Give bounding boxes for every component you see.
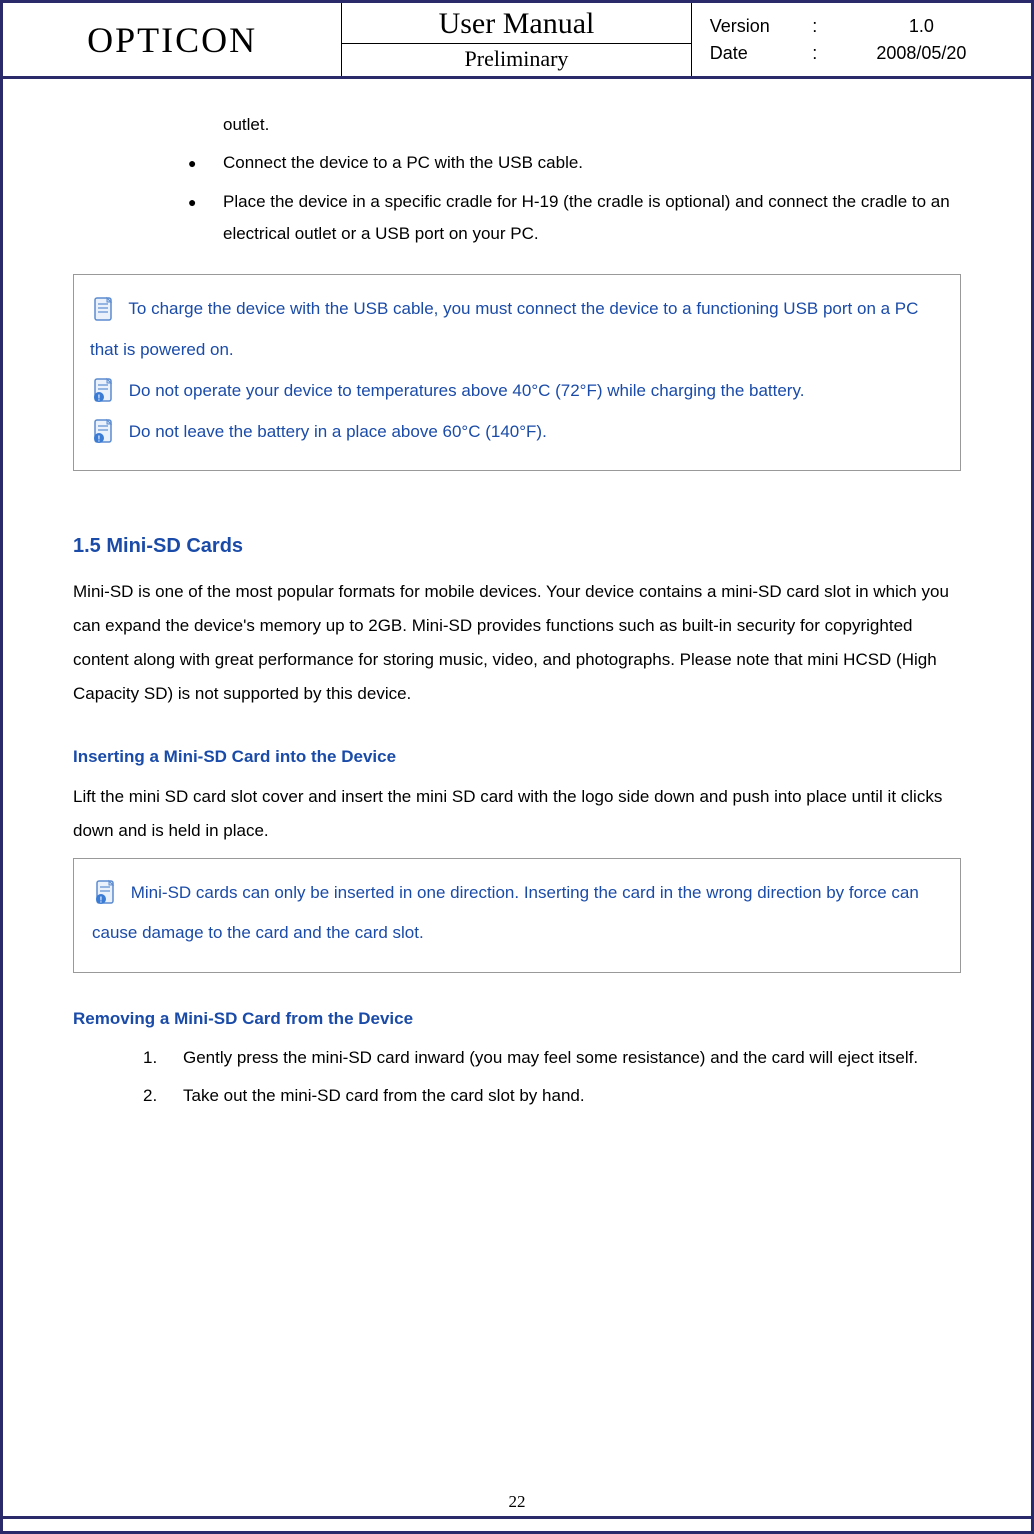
list-item: 1. Gently press the mini-SD card inward … <box>143 1042 961 1074</box>
note-text: Do not operate your device to temperatur… <box>129 381 805 400</box>
doc-title: User Manual <box>342 3 691 44</box>
svg-text:!: ! <box>98 394 101 403</box>
warning-note-icon: ! <box>90 418 118 446</box>
brand-text: OPTICON <box>87 19 257 61</box>
bullet-list: ● Connect the device to a PC with the US… <box>188 147 961 250</box>
date-row: Date : 2008/05/20 <box>710 40 1013 67</box>
note-text: Do not leave the battery in a place abov… <box>129 422 547 441</box>
page-content: outlet. ● Connect the device to a PC wit… <box>3 79 1031 1138</box>
date-label: Date <box>710 43 800 64</box>
section-heading: 1.5 Mini-SD Cards <box>73 527 961 565</box>
step-text: Gently press the mini-SD card inward (yo… <box>183 1042 961 1074</box>
subsection-heading: Inserting a Mini-SD Card into the Device <box>73 741 961 773</box>
bullet-marker: ● <box>188 186 223 251</box>
colon: : <box>800 43 830 64</box>
note-item: To charge the device with the USB cable,… <box>90 289 944 371</box>
list-item: ● Connect the device to a PC with the US… <box>188 147 961 179</box>
note-item: ! Do not leave the battery in a place ab… <box>90 412 944 453</box>
document-header: OPTICON User Manual Preliminary Version … <box>3 3 1031 79</box>
list-item: 2. Take out the mini-SD card from the ca… <box>143 1080 961 1112</box>
version-label: Version <box>710 16 800 37</box>
bullet-text: Place the device in a specific cradle fo… <box>223 186 961 251</box>
note-box: To charge the device with the USB cable,… <box>73 274 961 471</box>
note-text: Mini-SD cards can only be inserted in on… <box>92 883 919 943</box>
doc-subtitle: Preliminary <box>342 44 691 76</box>
subsection-heading: Removing a Mini-SD Card from the Device <box>73 1003 961 1035</box>
warning-note-icon: ! <box>92 879 120 907</box>
page-container: OPTICON User Manual Preliminary Version … <box>0 0 1034 1534</box>
version-value: 1.0 <box>830 16 1013 37</box>
note-item: ! Mini-SD cards can only be inserted in … <box>92 873 942 955</box>
note-box: ! Mini-SD cards can only be inserted in … <box>73 858 961 974</box>
numbered-list: 1. Gently press the mini-SD card inward … <box>143 1042 961 1113</box>
bullet-text: Connect the device to a PC with the USB … <box>223 147 961 179</box>
note-item: ! Do not operate your device to temperat… <box>90 371 944 412</box>
date-value: 2008/05/20 <box>830 43 1013 64</box>
warning-note-icon: ! <box>90 377 118 405</box>
number-marker: 1. <box>143 1042 183 1074</box>
step-text: Take out the mini-SD card from the card … <box>183 1080 961 1112</box>
page-number: 22 <box>3 1492 1031 1519</box>
section-body: Mini-SD is one of the most popular forma… <box>73 575 961 711</box>
subsection-body: Lift the mini SD card slot cover and ins… <box>73 780 961 848</box>
svg-text:!: ! <box>98 435 101 444</box>
number-marker: 2. <box>143 1080 183 1112</box>
meta-cell: Version : 1.0 Date : 2008/05/20 <box>692 3 1031 76</box>
brand-cell: OPTICON <box>3 3 342 76</box>
bullet-marker: ● <box>188 147 223 179</box>
svg-text:!: ! <box>100 896 103 905</box>
list-item: ● Place the device in a specific cradle … <box>188 186 961 251</box>
note-icon <box>90 296 118 324</box>
version-row: Version : 1.0 <box>710 13 1013 40</box>
title-cell: User Manual Preliminary <box>342 3 692 76</box>
note-text: To charge the device with the USB cable,… <box>90 299 918 359</box>
colon: : <box>800 16 830 37</box>
outlet-fragment: outlet. <box>223 109 961 141</box>
